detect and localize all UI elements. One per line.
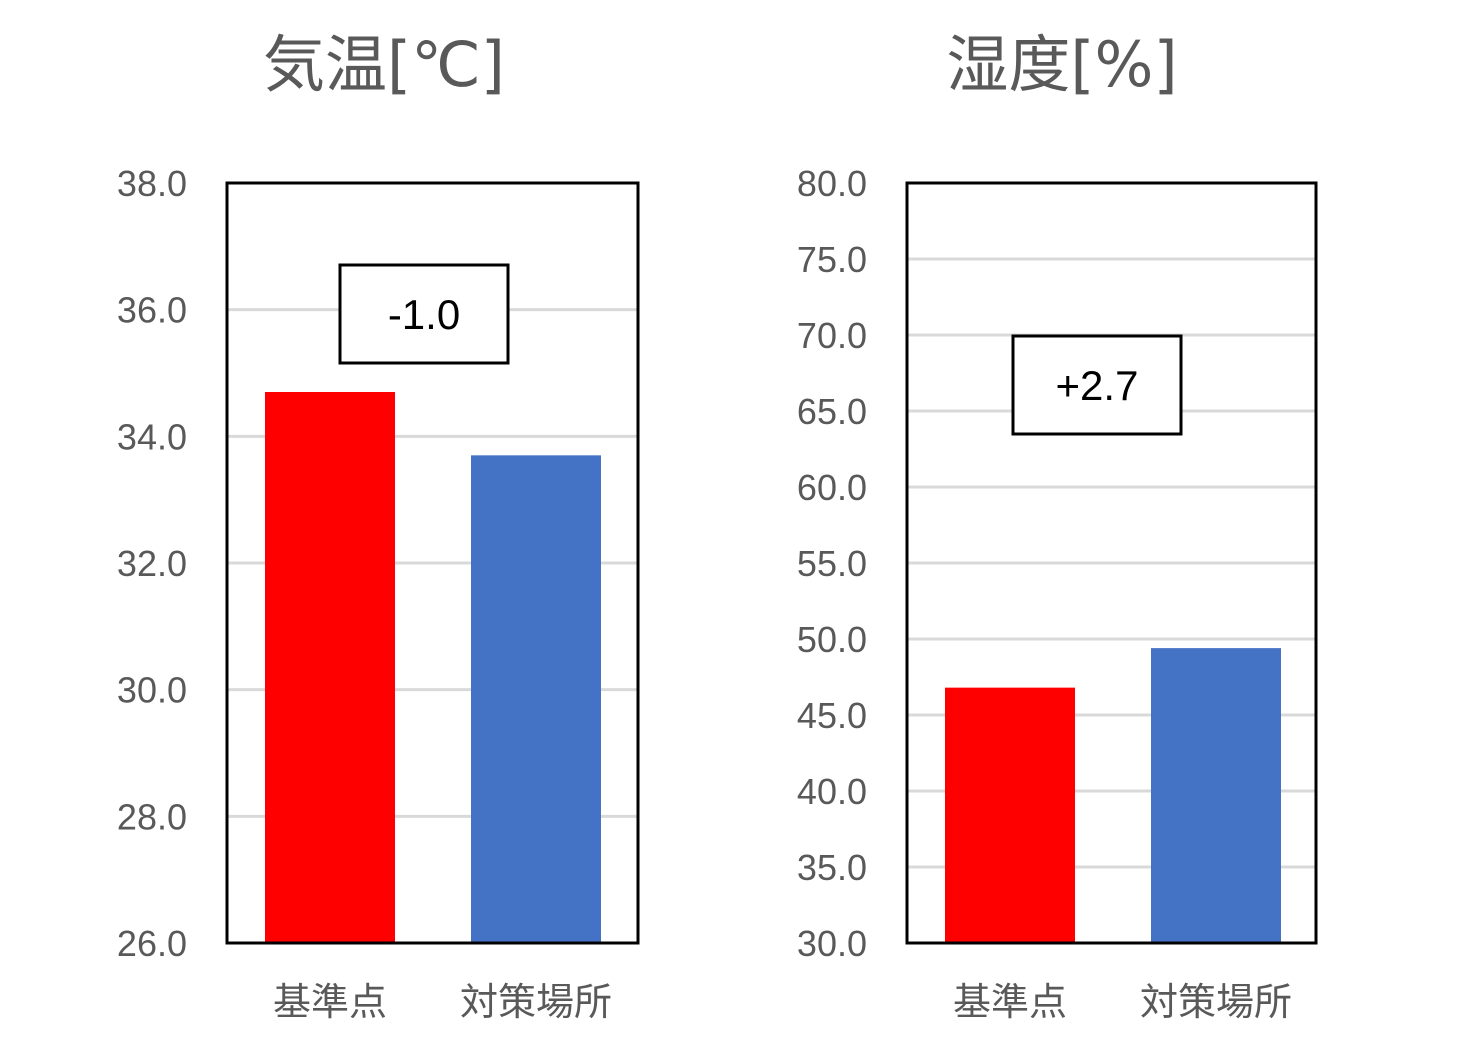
plot-frame [905,181,1318,945]
y-tick-label: 50.0 [797,619,867,660]
y-tick-label: 34.0 [117,416,187,457]
x-category-label: 対策場所 [460,980,612,1024]
bar-countermeasure [471,455,601,943]
bar-reference [265,392,395,943]
difference-annotation-box [1011,334,1183,436]
y-tick-label: 65.0 [797,391,867,432]
y-tick-label: 30.0 [797,923,867,964]
y-tick-label: 60.0 [797,467,867,508]
y-tick-label: 75.0 [797,239,867,280]
y-tick-label: 26.0 [117,923,187,964]
y-tick-label: 32.0 [117,543,187,584]
difference-annotation-text: +2.7 [1056,362,1139,409]
x-category-label: 基準点 [273,980,387,1024]
bar-countermeasure [1151,648,1281,943]
y-tick-label: 28.0 [117,796,187,837]
chart-2: 湿度[%] 30.0 35.0 40.0 45.0 50.0 55.0 60.0 65.0 70.… [797,28,1318,1024]
y-tick-label: 38.0 [117,163,187,204]
y-tick-label: 80.0 [797,163,867,204]
y-tick-label: 35.0 [797,847,867,888]
x-category-label: 対策場所 [1140,980,1292,1024]
chart-1: 気温[℃] 26.0 28.0 30.0 32.0 34.0 36.0 38.0 基準点 対策場所… [117,28,640,1024]
chart-title: 気温[℃] [263,28,505,101]
bar-reference [945,687,1075,943]
difference-annotation-text: -1.0 [388,291,460,338]
y-tick-label: 36.0 [117,290,187,331]
plot-frame [225,181,640,945]
y-tick-label: 45.0 [797,695,867,736]
chart-title: 湿度[%] [946,28,1177,101]
y-tick-label: 30.0 [117,670,187,711]
y-tick-label: 70.0 [797,315,867,356]
y-tick-label: 40.0 [797,771,867,812]
difference-annotation-box [338,263,510,365]
x-category-label: 基準点 [953,980,1067,1024]
y-tick-label: 55.0 [797,543,867,584]
